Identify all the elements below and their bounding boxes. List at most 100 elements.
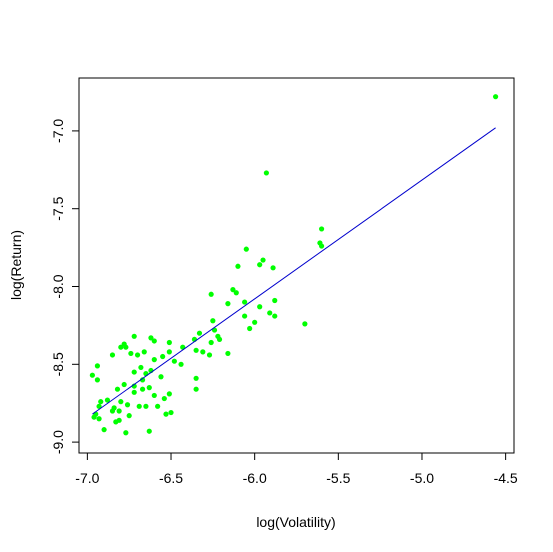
data-point [148, 335, 154, 341]
data-point [270, 265, 276, 271]
data-point [208, 291, 214, 297]
data-point [210, 318, 216, 324]
data-point [134, 352, 141, 358]
data-point [91, 414, 97, 420]
data-point [318, 226, 325, 232]
data-point [124, 402, 131, 408]
data-point [96, 416, 102, 422]
data-point [166, 349, 172, 355]
data-point [242, 313, 248, 319]
data-point [233, 290, 239, 296]
data-point [163, 411, 169, 417]
plot-frame [78, 77, 515, 454]
data-point [272, 313, 278, 319]
data-point [272, 297, 278, 304]
x-tick-label: -7.0 [75, 470, 99, 486]
data-point [123, 344, 129, 350]
x-tick-label: -5.5 [326, 470, 350, 486]
data-point [171, 358, 177, 364]
data-point [96, 403, 102, 409]
data-point [263, 170, 269, 176]
data-point [242, 299, 248, 305]
data-point [151, 357, 157, 363]
data-point [136, 403, 142, 409]
data-point [160, 353, 166, 360]
data-points [89, 94, 499, 436]
data-point [230, 287, 236, 293]
fit-line-segment [92, 127, 496, 415]
data-point [200, 349, 206, 355]
data-point [247, 325, 253, 332]
data-point [267, 310, 273, 316]
data-point [235, 263, 241, 269]
data-point [257, 304, 263, 310]
data-point [146, 428, 152, 434]
data-point [143, 403, 149, 409]
data-point [89, 372, 95, 378]
x-axis: -7.0 -6.5 -6.0 -5.5 -5.0 -4.5 [75, 452, 518, 486]
data-point [143, 371, 149, 377]
data-point [158, 374, 164, 380]
data-point [257, 262, 263, 268]
data-point [260, 257, 266, 263]
data-point [243, 246, 249, 252]
data-point [318, 243, 325, 249]
data-point [94, 363, 101, 369]
data-point [193, 386, 199, 392]
data-point [155, 403, 161, 409]
data-point [131, 369, 137, 375]
data-point [116, 408, 122, 414]
data-point [139, 377, 146, 383]
data-point [146, 385, 152, 391]
data-point [225, 350, 231, 357]
data-point [94, 377, 101, 383]
data-point [131, 333, 137, 339]
data-point [98, 399, 104, 405]
regression-line [92, 127, 496, 415]
data-point [193, 347, 199, 353]
data-point [126, 413, 132, 419]
data-point [208, 339, 214, 346]
x-axis-label: log(Volatility) [256, 514, 335, 530]
data-point [206, 352, 213, 358]
data-point [215, 333, 221, 339]
data-point [166, 339, 172, 346]
data-point [492, 94, 499, 100]
data-point [141, 349, 147, 355]
data-point [109, 352, 116, 358]
y-axis-label: log(Return) [8, 230, 24, 300]
x-tick-label: -5.0 [410, 470, 434, 486]
y-tick-label: -8.0 [50, 274, 66, 298]
x-tick-label: -4.5 [494, 470, 518, 486]
data-point [131, 389, 137, 395]
data-point [161, 395, 167, 402]
data-point [151, 392, 157, 399]
data-point [113, 419, 119, 425]
data-point [114, 386, 121, 392]
data-point [118, 399, 124, 405]
data-point [196, 330, 203, 336]
data-point [138, 364, 144, 371]
data-point [101, 427, 107, 433]
y-tick-label: -7.5 [50, 196, 66, 220]
data-point [302, 321, 308, 327]
data-point [166, 391, 172, 397]
data-point [193, 375, 199, 381]
data-point [128, 350, 134, 357]
data-point [178, 361, 184, 367]
data-point [121, 381, 127, 388]
x-tick-label: -6.5 [159, 470, 183, 486]
data-point [109, 408, 116, 414]
data-point [151, 338, 157, 344]
data-point [225, 301, 231, 307]
y-tick-label: -7.0 [50, 119, 66, 143]
data-point [139, 386, 146, 392]
y-tick-label: -9.0 [50, 430, 66, 454]
y-tick-label: -8.5 [50, 352, 66, 376]
y-axis: -9.0 -8.5 -8.0 -7.5 -7.0 [50, 119, 80, 454]
data-point [252, 319, 258, 325]
x-tick-label: -6.0 [243, 470, 267, 486]
data-point [118, 344, 124, 350]
data-point [168, 409, 174, 416]
